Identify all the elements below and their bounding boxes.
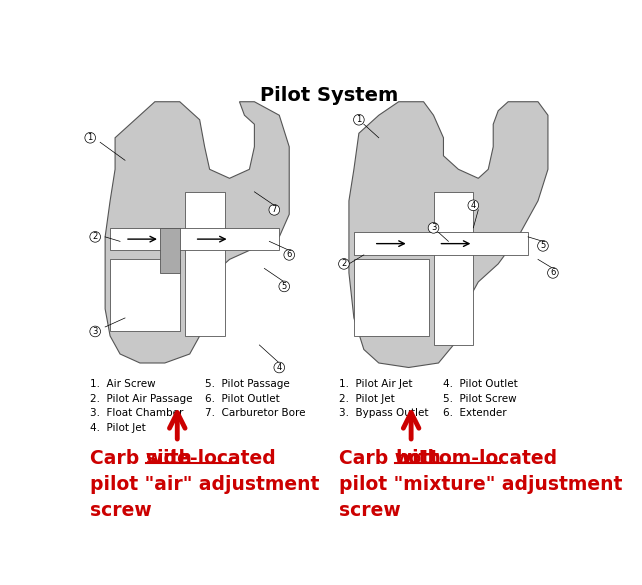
Text: Pilot System: Pilot System — [260, 86, 398, 105]
Text: bottom-located: bottom-located — [395, 449, 557, 469]
Text: 3: 3 — [92, 327, 98, 336]
Bar — [354, 232, 528, 255]
Polygon shape — [105, 102, 290, 363]
Text: 4.  Pilot Outlet
5.  Pilot Screw
6.  Extender: 4. Pilot Outlet 5. Pilot Screw 6. Extend… — [444, 378, 518, 418]
Text: 5.  Pilot Passage
6.  Pilot Outlet
7.  Carburetor Bore: 5. Pilot Passage 6. Pilot Outlet 7. Carb… — [205, 378, 305, 418]
Text: Carb with: Carb with — [339, 449, 447, 469]
Bar — [185, 192, 225, 336]
Text: 1: 1 — [356, 115, 361, 124]
Text: screw: screw — [90, 501, 152, 520]
Text: 1.  Pilot Air Jet
2.  Pilot Jet
3.  Bypass Outlet: 1. Pilot Air Jet 2. Pilot Jet 3. Bypass … — [339, 378, 428, 418]
Text: 3: 3 — [431, 223, 436, 232]
Text: 1.  Air Screw
2.  Pilot Air Passage
3.  Float Chamber
4.  Pilot Jet: 1. Air Screw 2. Pilot Air Passage 3. Flo… — [90, 378, 193, 433]
Bar — [110, 259, 180, 332]
Text: 6: 6 — [550, 269, 555, 277]
Text: 4: 4 — [277, 363, 282, 372]
Text: Carb with: Carb with — [90, 449, 198, 469]
Bar — [160, 228, 180, 273]
Text: 1: 1 — [87, 133, 93, 142]
Text: 5: 5 — [282, 282, 287, 291]
Polygon shape — [349, 102, 548, 367]
Text: 7: 7 — [272, 205, 277, 214]
Bar — [354, 259, 429, 336]
Text: 5: 5 — [541, 242, 546, 250]
Text: 2: 2 — [92, 232, 98, 242]
Bar — [110, 228, 279, 250]
Text: 4: 4 — [471, 201, 476, 210]
Text: pilot "air" adjustment: pilot "air" adjustment — [90, 475, 320, 494]
Text: 2: 2 — [342, 259, 347, 269]
Text: 6: 6 — [286, 250, 292, 259]
Text: screw: screw — [339, 501, 401, 520]
Text: pilot "mixture" adjustment: pilot "mixture" adjustment — [339, 475, 622, 494]
Text: side-located: side-located — [146, 449, 276, 469]
Bar — [433, 192, 473, 345]
